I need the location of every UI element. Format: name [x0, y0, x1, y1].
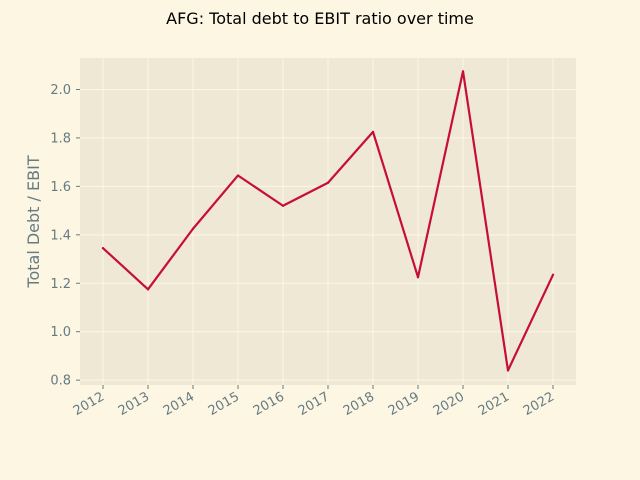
- x-tick-label: 2014: [161, 389, 197, 419]
- data-point: [191, 227, 195, 230]
- data-point: [506, 369, 510, 372]
- data-point: [326, 181, 330, 184]
- chart-title: AFG: Total debt to EBIT ratio over time: [166, 9, 474, 28]
- grid-lines: [80, 58, 576, 385]
- data-point: [101, 247, 105, 250]
- y-tick-label: 1.6: [50, 180, 71, 195]
- y-tick-label: 2.0: [50, 83, 71, 98]
- y-tick-label: 1.4: [50, 228, 71, 243]
- x-tick-label: 2015: [206, 389, 242, 419]
- y-tick-label: 1.8: [50, 131, 71, 146]
- data-point: [461, 70, 465, 73]
- y-tick-label: 0.8: [50, 374, 71, 389]
- data-point: [371, 130, 375, 133]
- y-tick-label: 1.0: [50, 325, 71, 340]
- x-tick-label: 2021: [476, 389, 512, 419]
- x-axis-ticks: 2012 2013 2014 2015 2016 2017 2018 2019 2020 2021…: [71, 385, 557, 419]
- data-point: [236, 174, 240, 177]
- x-tick-label: 2017: [296, 389, 332, 419]
- data-point: [146, 288, 150, 291]
- x-tick-label: 2020: [431, 389, 467, 419]
- data-point: [551, 273, 555, 276]
- x-tick-label: 2022: [521, 389, 557, 419]
- data-point: [281, 204, 285, 207]
- y-axis-ticks: 0.8 1.0 1.2 1.4 1.6 1.8 2.0: [50, 83, 80, 389]
- series-layer: [101, 70, 555, 372]
- y-tick-label: 1.2: [50, 277, 71, 292]
- x-tick-label: 2016: [251, 389, 287, 419]
- x-tick-label: 2013: [116, 389, 152, 419]
- data-point: [416, 276, 420, 279]
- y-axis-label: Total Debt / EBIT: [24, 155, 43, 288]
- x-tick-label: 2018: [341, 389, 377, 419]
- x-tick-label: 2019: [386, 389, 422, 419]
- x-tick-label: 2012: [71, 389, 107, 419]
